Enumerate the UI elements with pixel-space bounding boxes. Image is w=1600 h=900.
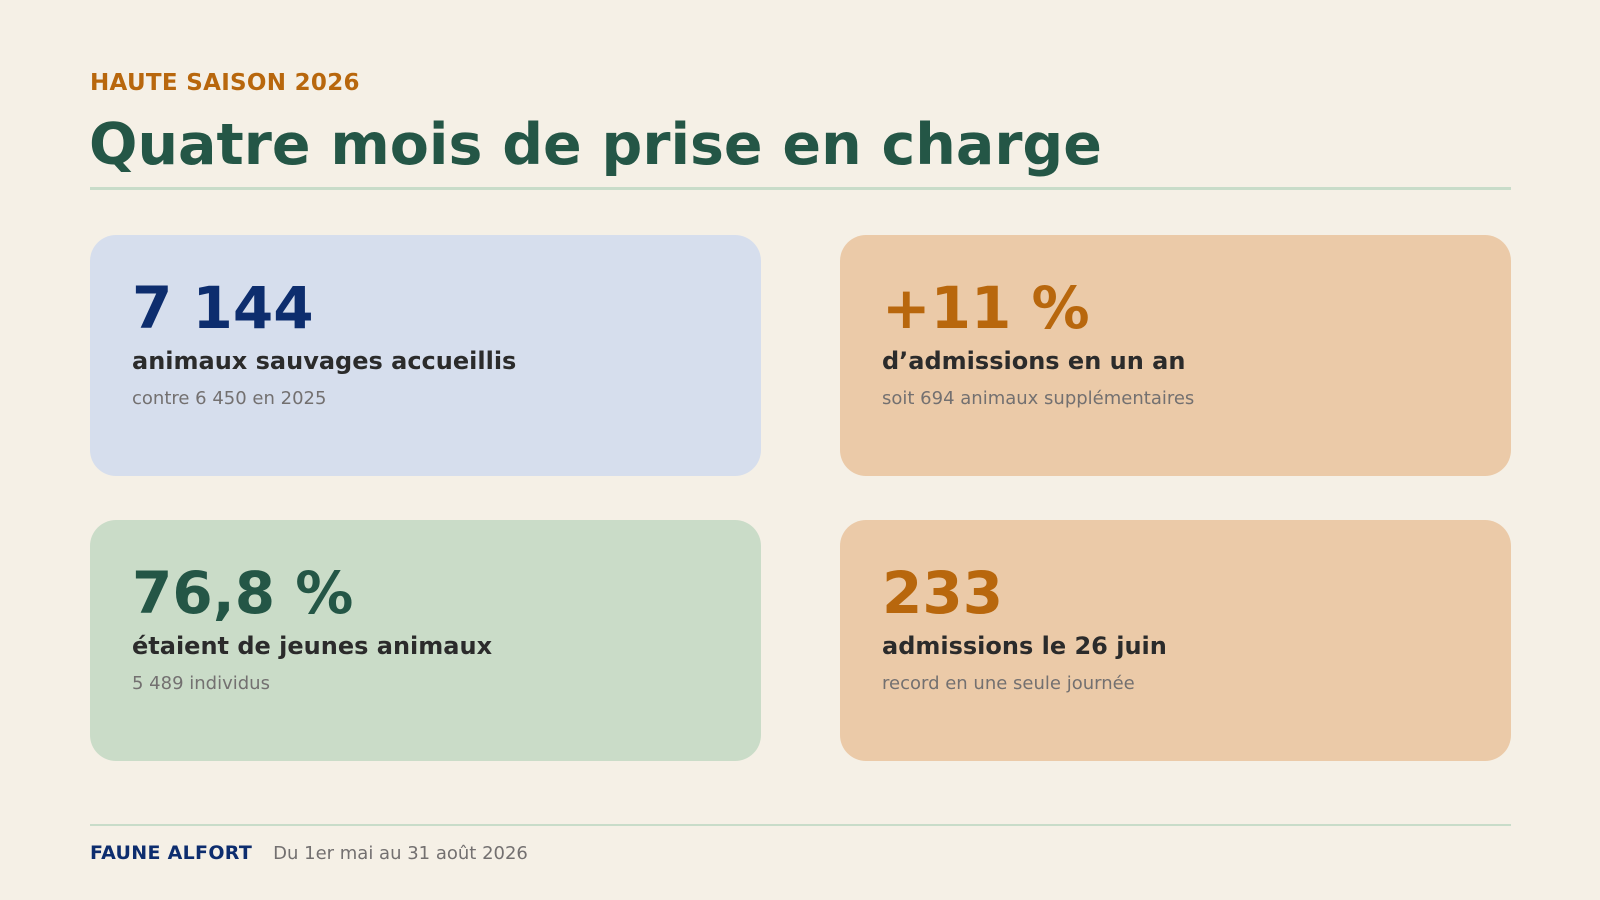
period-text: Du 1er mai au 31 août 2026 [273, 843, 528, 864]
stat-label: étaient de jeunes animaux [132, 632, 493, 660]
footer: FAUNE ALFORT Du 1er mai au 31 août 2026 [90, 842, 528, 864]
footer-divider [90, 824, 1511, 826]
stat-card-admissions-total: 7 144 animaux sauvages accueillis contre… [90, 235, 761, 476]
stat-note: soit 694 animaux supplémentaires [882, 388, 1195, 409]
stat-note: record en une seule journée [882, 673, 1135, 694]
stat-card-growth: +11 % d’admissions en un an soit 694 ani… [840, 235, 1511, 476]
title-divider [90, 187, 1511, 190]
stat-value: 233 [882, 559, 1004, 627]
stat-value: 76,8 % [132, 559, 354, 627]
kicker: HAUTE SAISON 2026 [90, 70, 360, 96]
stat-card-record-day: 233 admissions le 26 juin record en une … [840, 520, 1511, 761]
stat-card-young-animals: 76,8 % étaient de jeunes animaux 5 489 i… [90, 520, 761, 761]
stat-note: contre 6 450 en 2025 [132, 388, 327, 409]
stat-value: +11 % [882, 274, 1090, 342]
stat-note: 5 489 individus [132, 673, 270, 694]
organization-name: FAUNE ALFORT [90, 842, 253, 864]
stat-label: d’admissions en un an [882, 347, 1186, 375]
page-title: Quatre mois de prise en charge [89, 112, 1102, 178]
stat-label: animaux sauvages accueillis [132, 347, 517, 375]
stat-label: admissions le 26 juin [882, 632, 1167, 660]
stat-value: 7 144 [132, 274, 314, 342]
